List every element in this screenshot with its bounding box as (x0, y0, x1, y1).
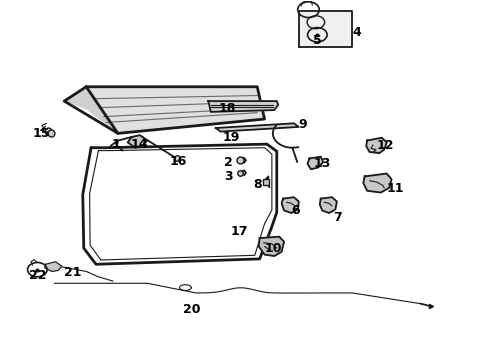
Polygon shape (216, 123, 299, 132)
Text: 11: 11 (387, 183, 404, 195)
Text: 15: 15 (32, 127, 50, 140)
Polygon shape (320, 197, 337, 213)
Text: 12: 12 (377, 139, 394, 152)
Polygon shape (45, 262, 62, 271)
Polygon shape (86, 87, 265, 134)
Text: 17: 17 (230, 225, 248, 238)
Polygon shape (64, 87, 118, 134)
Polygon shape (259, 237, 284, 256)
Text: 4: 4 (352, 27, 361, 40)
Text: 8: 8 (253, 178, 262, 191)
Text: 2: 2 (224, 156, 233, 169)
Polygon shape (366, 138, 387, 153)
Text: 16: 16 (169, 155, 187, 168)
Text: 9: 9 (299, 118, 307, 131)
Text: 5: 5 (314, 33, 322, 47)
Text: 18: 18 (218, 103, 236, 116)
Polygon shape (208, 101, 278, 112)
Polygon shape (299, 12, 352, 47)
Text: 19: 19 (223, 131, 241, 144)
Text: 3: 3 (224, 170, 233, 183)
Text: 1: 1 (112, 138, 121, 151)
Text: 22: 22 (29, 269, 47, 282)
Text: 21: 21 (64, 266, 82, 279)
Text: 13: 13 (314, 157, 331, 170)
Polygon shape (282, 197, 299, 213)
Text: 20: 20 (182, 303, 200, 316)
Polygon shape (363, 174, 392, 193)
Polygon shape (128, 135, 147, 148)
Text: 14: 14 (130, 138, 147, 150)
Text: 6: 6 (292, 204, 300, 217)
Text: 7: 7 (333, 211, 342, 224)
Text: 10: 10 (265, 242, 282, 255)
Polygon shape (308, 157, 323, 169)
